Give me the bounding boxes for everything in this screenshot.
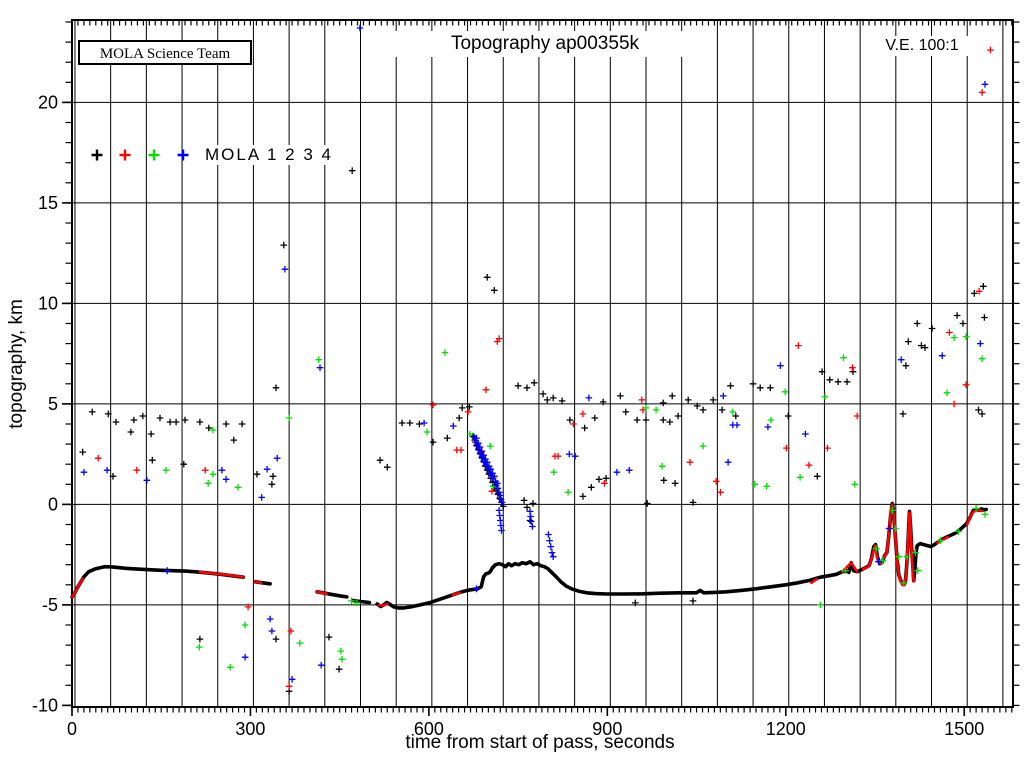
- ground-track: [70, 501, 989, 610]
- svg-text:0: 0: [67, 719, 77, 739]
- gridlines: [72, 20, 1013, 707]
- plot-frame: [71, 19, 1014, 708]
- legend-plus-icon: [148, 149, 160, 161]
- svg-text:1200: 1200: [766, 719, 806, 739]
- axis-ticks: [62, 20, 1020, 716]
- svg-text:20: 20: [38, 92, 58, 112]
- svg-text:300: 300: [235, 719, 265, 739]
- mola4-points: [80, 24, 989, 683]
- svg-text:600: 600: [414, 719, 444, 739]
- legend-markers: [91, 149, 189, 161]
- vertical-exaggeration-label: V.E. 100:1: [866, 36, 978, 56]
- x-axis-title: time from start of pass, seconds: [405, 732, 675, 753]
- legend-label: MOLA 1 2 3 4: [202, 145, 336, 165]
- mola3-points: [162, 333, 986, 671]
- svg-text:-10: -10: [32, 695, 58, 715]
- chart-title: Topography ap00355k: [390, 31, 700, 57]
- svg-text:0: 0: [48, 494, 58, 514]
- tick-labels: 0 300 600 900 1200 1500 -10 -5 0 5 10 15 20: [32, 92, 984, 739]
- mola1-points: [79, 167, 988, 695]
- svg-text:10: 10: [38, 293, 58, 313]
- svg-text:5: 5: [48, 394, 58, 414]
- mola2-points: [94, 46, 994, 690]
- scatter-points: [79, 24, 994, 695]
- legend-plus-icon: [177, 149, 189, 161]
- svg-text:1500: 1500: [944, 719, 984, 739]
- legend-plus-icon: [119, 149, 131, 161]
- legend-plus-icon: [91, 149, 103, 161]
- y-axis-title: topography, km: [6, 299, 27, 429]
- svg-text:15: 15: [38, 193, 58, 213]
- science-team-annotation: MOLA Science Team: [78, 40, 252, 65]
- svg-text:-5: -5: [42, 595, 58, 615]
- svg-text:900: 900: [592, 719, 622, 739]
